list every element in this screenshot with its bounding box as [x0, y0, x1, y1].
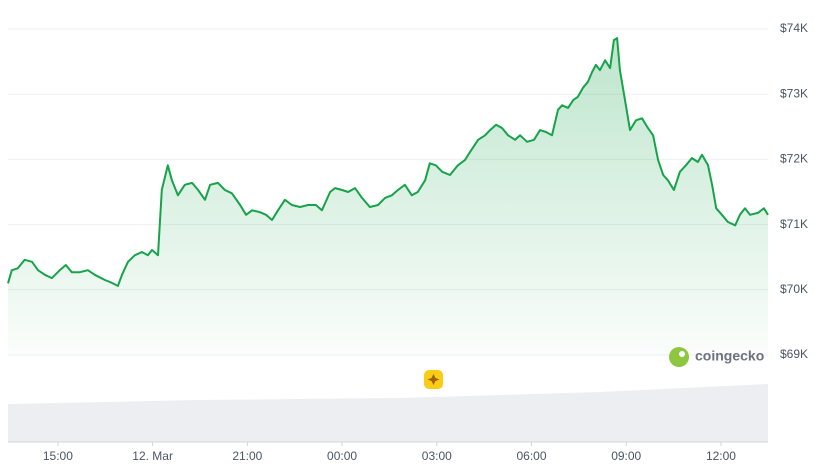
watermark: coingecko: [669, 347, 764, 367]
y-tick-label: $70K: [780, 282, 808, 296]
y-tick-label: $74K: [780, 21, 808, 35]
x-tick-label: 03:00: [422, 449, 452, 463]
y-tick-label: $69K: [780, 347, 808, 361]
y-tick-label: $71K: [780, 217, 808, 231]
event-marker: [424, 370, 443, 389]
x-tick-label: 15:00: [43, 449, 73, 463]
logo-icon: [669, 347, 689, 367]
logo-eye: [679, 351, 685, 357]
y-tick-label: $72K: [780, 152, 808, 166]
volume-band: [8, 384, 768, 442]
x-tick-label: 09:00: [611, 449, 641, 463]
watermark-text: coingecko: [695, 348, 764, 364]
area-fill: [8, 38, 768, 355]
y-tick-label: $73K: [780, 86, 808, 100]
x-tick-label: 00:00: [327, 449, 357, 463]
x-tick-label: 12. Mar: [132, 449, 173, 463]
x-tick-label: 12:00: [706, 449, 736, 463]
x-tick-label: 06:00: [516, 449, 546, 463]
event-star: [427, 374, 440, 385]
price-line: [7, 37, 769, 287]
x-tick-label: 21:00: [232, 449, 262, 463]
